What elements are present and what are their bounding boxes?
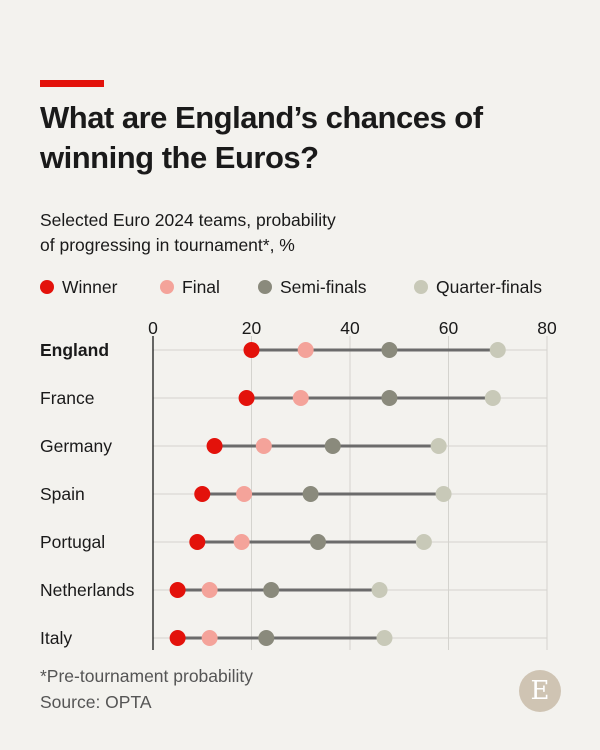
- legend-item-quarter-finals: Quarter-finals: [414, 276, 542, 298]
- dot-winner: [169, 582, 186, 598]
- dot-winner: [169, 630, 186, 646]
- legend-swatch-quarter-finals: [414, 280, 428, 294]
- x-tick-label: 0: [148, 318, 158, 338]
- dot-quarter-finals: [484, 390, 501, 406]
- x-tick-label: 60: [439, 318, 459, 338]
- dot-semi-finals: [381, 390, 398, 406]
- accent-bar: [40, 80, 104, 87]
- legend-item-final: Final: [160, 276, 220, 298]
- chart-title: What are England’s chances of winning th…: [40, 100, 483, 175]
- dot-final: [255, 438, 272, 454]
- subtitle-line-1: Selected Euro 2024 teams, probability: [40, 210, 336, 230]
- dot-winner: [243, 342, 260, 358]
- dot-winner: [206, 438, 223, 454]
- legend-swatch-final: [160, 280, 174, 294]
- legend-label-semi-finals: Semi-finals: [280, 276, 367, 297]
- category-label: Spain: [40, 484, 85, 504]
- legend-item-winner: Winner: [40, 276, 117, 298]
- legend-swatch-winner: [40, 280, 54, 294]
- dot-final: [292, 390, 309, 406]
- x-tick-label: 80: [537, 318, 557, 338]
- category-label: Netherlands: [40, 580, 135, 600]
- dot-final: [201, 582, 218, 598]
- dot-semi-finals: [263, 582, 280, 598]
- legend: Winner Final Semi-finals Quarter-finals: [40, 276, 570, 298]
- dot-quarter-finals: [371, 582, 388, 598]
- dot-semi-finals: [309, 534, 326, 550]
- category-label: England: [40, 340, 109, 360]
- dot-quarter-finals: [435, 486, 452, 502]
- dot-winner: [189, 534, 206, 550]
- dot-semi-finals: [302, 486, 319, 502]
- x-tick-label: 40: [340, 318, 360, 338]
- category-label: France: [40, 388, 94, 408]
- category-label: Germany: [40, 436, 112, 456]
- dot-semi-finals: [324, 438, 341, 454]
- dot-final: [297, 342, 314, 358]
- category-label: Italy: [40, 628, 72, 648]
- dot-quarter-finals: [430, 438, 447, 454]
- source-note: Source: OPTA: [40, 692, 152, 712]
- legend-label-winner: Winner: [62, 276, 118, 297]
- dot-winner: [238, 390, 255, 406]
- dot-final: [201, 630, 218, 646]
- dot-semi-finals: [381, 342, 398, 358]
- legend-item-semi-finals: Semi-finals: [258, 276, 367, 298]
- dot-plot-chart: 0 20 40 60 80 England France Germany Spain Portug…: [40, 318, 557, 650]
- category-label: Portugal: [40, 532, 105, 552]
- dot-semi-finals: [258, 630, 275, 646]
- chart-subtitle: Selected Euro 2024 teams, probability of…: [40, 208, 336, 258]
- dot-quarter-finals: [489, 342, 506, 358]
- dot-quarter-finals: [376, 630, 393, 646]
- economist-logo: E: [519, 670, 561, 712]
- legend-label-final: Final: [182, 276, 220, 297]
- legend-label-quarter-finals: Quarter-finals: [436, 276, 543, 297]
- x-tick-label: 20: [242, 318, 262, 338]
- dot-final: [236, 486, 253, 502]
- footnote: *Pre-tournament probability: [40, 666, 254, 686]
- subtitle-line-2: of progressing in tournament*, %: [40, 235, 295, 255]
- dot-quarter-finals: [415, 534, 432, 550]
- legend-swatch-semi-finals: [258, 280, 272, 294]
- dot-final: [233, 534, 250, 550]
- dot-winner: [194, 486, 211, 502]
